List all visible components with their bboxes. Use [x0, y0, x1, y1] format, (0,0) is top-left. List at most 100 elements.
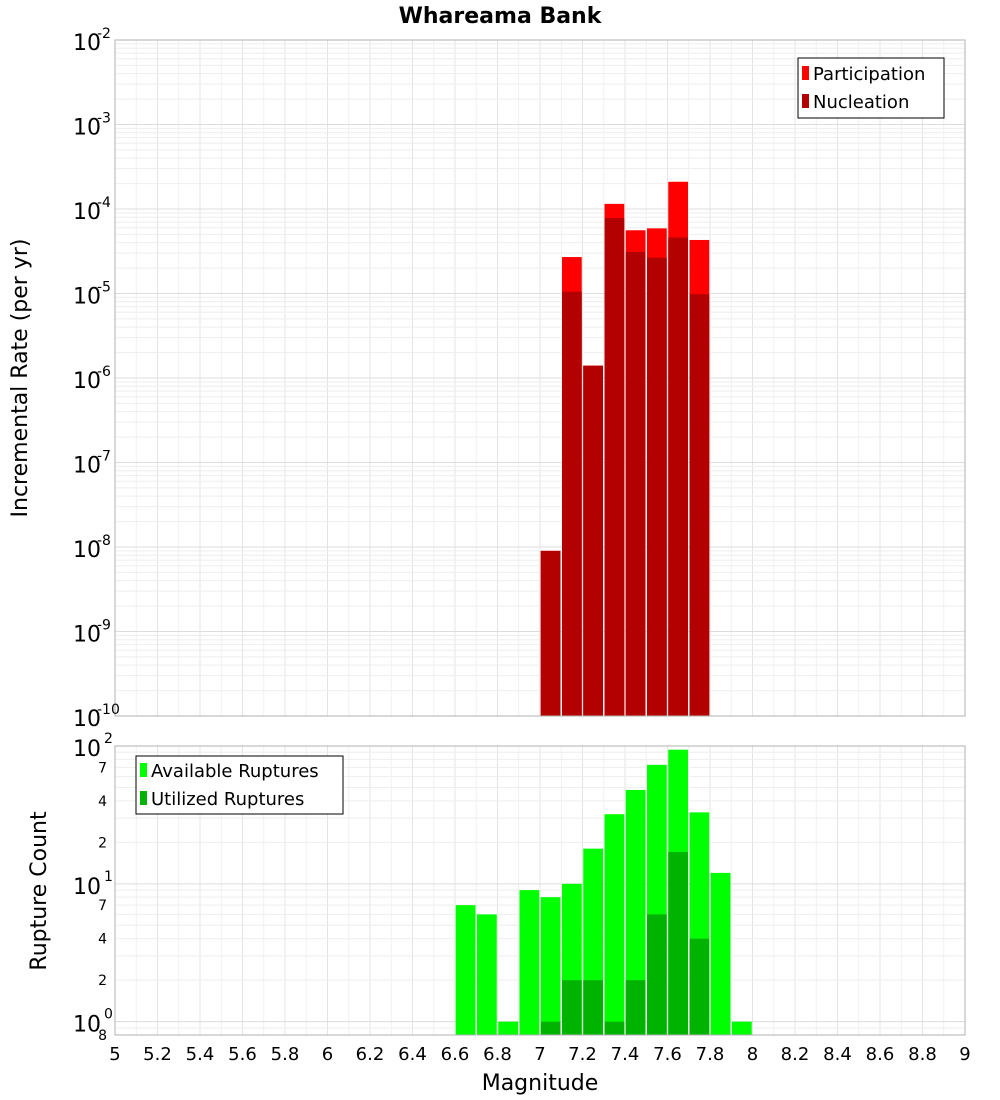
y-tick-exponent: 0 — [104, 1007, 113, 1023]
bar-utilized-ruptures — [689, 938, 710, 1035]
y-tick-label: 10-9 — [73, 618, 111, 648]
x-tick-label: 9 — [959, 1044, 970, 1065]
top-plot: 10-210-310-410-510-610-710-810-910-10 In… — [8, 26, 966, 732]
y-minor-tick-label: 7 — [98, 760, 107, 776]
y-minor-tick-label: 4 — [98, 932, 107, 948]
y-minor-tick-label: 7 — [98, 898, 107, 914]
top-legend: Participation Nucleation — [797, 57, 945, 119]
bar-nucleation — [604, 218, 625, 716]
y-tick-base: 10 — [73, 200, 101, 225]
bar-nucleation — [562, 291, 582, 716]
y-tick-label: 10 0 — [73, 1007, 113, 1038]
y-tick-label: 10 2 — [73, 731, 113, 762]
y-tick-base: 10 — [73, 454, 101, 479]
bar-nucleation — [647, 257, 667, 716]
x-tick-label: 5.2 — [143, 1044, 172, 1065]
y-tick-label: 10-4 — [73, 195, 111, 225]
x-tick-label: 8 — [747, 1044, 758, 1065]
bottom-legend-box — [135, 755, 344, 815]
bar-utilized-ruptures — [583, 980, 603, 1035]
y-tick-base: 10 — [73, 1013, 101, 1038]
y-tick-base: 10 — [73, 737, 101, 762]
y-tick-base: 10 — [73, 538, 101, 563]
x-tick-label: 5.8 — [271, 1044, 300, 1065]
x-tick-label: 6 — [322, 1044, 333, 1065]
top-plot-frame — [114, 39, 966, 717]
x-tick-label: 6.8 — [483, 1044, 512, 1065]
bar-available-ruptures — [455, 905, 476, 1035]
y-tick-base: 10 — [73, 285, 101, 310]
bar-nucleation — [668, 237, 688, 717]
y-tick-exponent: -3 — [97, 111, 111, 127]
top-grid — [114, 39, 966, 717]
bar-utilized-ruptures — [604, 1021, 625, 1035]
top-bars — [540, 181, 710, 717]
bottom-bars — [455, 749, 752, 1035]
x-tick-label: 5.4 — [186, 1044, 215, 1065]
bar-nucleation — [540, 550, 561, 716]
y-tick-base: 10 — [73, 875, 101, 900]
x-tick-label: 8.2 — [781, 1044, 810, 1065]
x-tick-label: 7.8 — [696, 1044, 725, 1065]
bottom-plot-frame — [114, 745, 966, 1036]
legend-swatch-utilized-ruptures — [140, 791, 147, 805]
x-tick-label: 6.6 — [441, 1044, 470, 1065]
legend-label-nucleation: Nucleation — [813, 92, 909, 113]
bar-utilized-ruptures — [562, 980, 582, 1035]
y-tick-exponent: 1 — [104, 869, 113, 885]
y-tick-label: 10-7 — [73, 449, 111, 479]
y-tick-exponent: -10 — [97, 702, 120, 718]
legend-swatch-participation — [802, 66, 809, 80]
y-tick-exponent: -5 — [97, 280, 111, 296]
y-tick-label: 10-10 — [73, 702, 120, 732]
bar-available-ruptures — [604, 814, 625, 1035]
bar-utilized-ruptures — [668, 852, 688, 1035]
y-tick-exponent: -6 — [97, 364, 111, 380]
y-tick-label: 10-3 — [73, 111, 111, 141]
top-y-ticks: 10-210-310-410-510-610-710-810-910-10 — [73, 26, 120, 732]
x-tick-label: 7.4 — [611, 1044, 640, 1065]
top-y-axis-label: Incremental Rate (per yr) — [8, 239, 33, 518]
legend-label-utilized-ruptures: Utilized Ruptures — [151, 789, 304, 810]
y-tick-base: 10 — [73, 369, 101, 394]
y-tick-exponent: -2 — [97, 26, 111, 42]
x-tick-label: 6.4 — [398, 1044, 427, 1065]
chart-title: Whareama Bank — [399, 4, 603, 29]
x-tick-label: 8.4 — [823, 1044, 852, 1065]
x-tick-label: 7 — [534, 1044, 545, 1065]
bar-nucleation — [625, 251, 646, 717]
y-tick-base: 10 — [73, 707, 101, 732]
bar-utilized-ruptures — [647, 914, 667, 1035]
bottom-x-ticks: 5 5.2 5.4 5.6 5.8 6 6.2 6.4 6.6 6.8 7 7.2 7.4 7.6 7.8 8… — [109, 1044, 970, 1065]
y-minor-tick-label: 2 — [98, 835, 107, 851]
bottom-y-axis-label: Rupture Count — [27, 811, 52, 971]
y-tick-exponent: -4 — [97, 195, 111, 211]
x-tick-label: 5 — [109, 1044, 120, 1065]
y-tick-label: 10 1 — [73, 869, 113, 900]
legend-label-available-ruptures: Available Ruptures — [151, 761, 319, 782]
y-tick-label: 10-5 — [73, 280, 111, 310]
y-tick-base: 10 — [73, 31, 101, 56]
y-tick-exponent: -8 — [97, 533, 111, 549]
y-tick-base: 10 — [73, 116, 101, 141]
x-axis-label: Magnitude — [482, 1071, 599, 1096]
y-tick-label: 10-8 — [73, 533, 111, 563]
legend-swatch-available-ruptures — [140, 763, 147, 777]
bar-available-ruptures — [540, 897, 561, 1035]
legend-swatch-nucleation — [802, 94, 809, 108]
y-tick-exponent: -7 — [97, 449, 111, 465]
bar-utilized-ruptures — [540, 1021, 561, 1035]
top-legend-box — [797, 57, 945, 119]
y-tick-label: 10-2 — [73, 26, 111, 56]
y-tick-exponent: 2 — [104, 731, 113, 747]
bottom-legend: Available Ruptures Utilized Ruptures — [135, 755, 344, 815]
bar-nucleation — [689, 294, 710, 716]
bar-available-ruptures — [519, 890, 540, 1035]
x-tick-label: 7.6 — [653, 1044, 682, 1065]
bar-available-ruptures — [732, 1021, 752, 1035]
legend-label-participation: Participation — [813, 64, 925, 85]
bar-utilized-ruptures — [625, 980, 646, 1035]
